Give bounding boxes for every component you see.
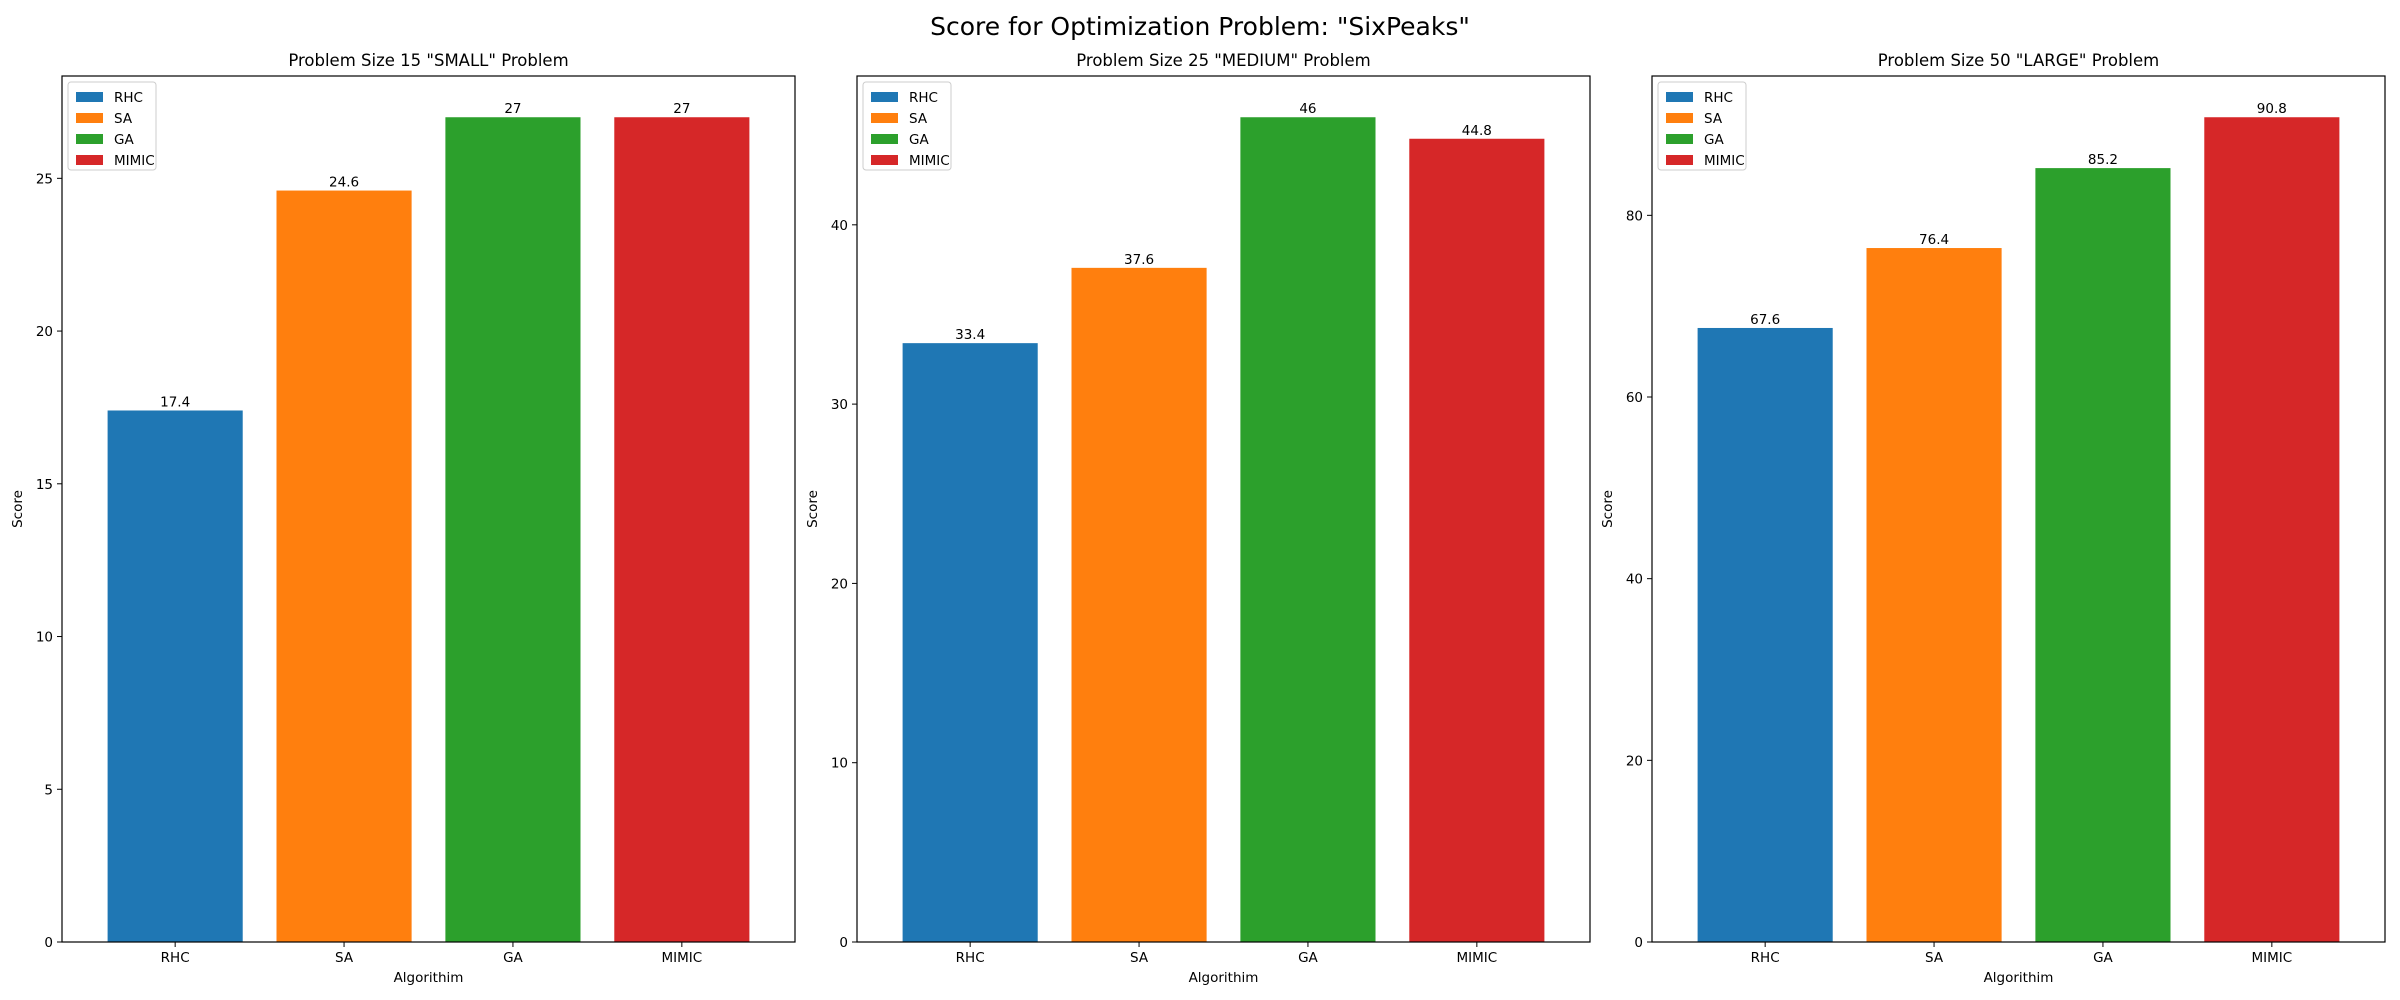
- data-label-sa: 76.4: [1919, 232, 1949, 248]
- legend-swatch-mimic: [1666, 155, 1693, 165]
- y-axis-label: Score: [805, 490, 821, 528]
- y-tick-label: 10: [831, 756, 848, 772]
- y-tick-label: 20: [1626, 753, 1643, 769]
- legend-swatch-rhc: [871, 92, 898, 102]
- legend-label-rhc: RHC: [909, 90, 938, 106]
- y-tick-label: 0: [44, 935, 53, 951]
- x-tick-label-rhc: RHC: [956, 950, 985, 966]
- data-label-rhc: 17.4: [160, 394, 190, 410]
- legend-box: [67, 81, 157, 171]
- chart-title-small: Problem Size 15 "SMALL" Problem: [288, 51, 568, 70]
- figure-title: Score for Optimization Problem: "SixPeak…: [930, 12, 1470, 41]
- data-label-ga: 27: [504, 101, 521, 117]
- x-tick-label-mimic: MIMIC: [1456, 950, 1497, 966]
- legend-label-sa: SA: [909, 111, 928, 127]
- x-tick-label-ga: GA: [1298, 950, 1318, 966]
- legend-swatch-sa: [76, 113, 103, 123]
- y-tick-label: 20: [831, 576, 848, 592]
- legend-box: [1657, 81, 1747, 171]
- y-tick-label: 15: [36, 477, 53, 493]
- chart-title-medium: Problem Size 25 "MEDIUM" Problem: [1076, 51, 1371, 70]
- legend-label-sa: SA: [1704, 111, 1723, 127]
- legend-swatch-rhc: [1666, 92, 1693, 102]
- x-axis-label: Algorithim: [394, 970, 464, 986]
- plot-frame: [1651, 75, 2386, 943]
- plot-frame: [856, 75, 1591, 943]
- data-label-sa: 37.6: [1124, 252, 1154, 268]
- bar-rhc: [902, 343, 1038, 943]
- y-tick-label: 0: [1634, 935, 1643, 951]
- bar-ga: [1240, 117, 1376, 942]
- legend-label-rhc: RHC: [1704, 90, 1733, 106]
- legend-swatch-sa: [1666, 113, 1693, 123]
- x-tick-label-rhc: RHC: [1751, 950, 1780, 966]
- y-tick-label: 40: [831, 218, 848, 234]
- legend-swatch-ga: [1666, 134, 1693, 144]
- chart-small: Problem Size 15 "SMALL" Problem 17.4 RHC 24…: [10, 51, 796, 986]
- y-tick-label: 30: [831, 397, 848, 413]
- bar-ga: [2035, 168, 2171, 942]
- plot-frame: [61, 75, 796, 943]
- legend-swatch-ga: [871, 134, 898, 144]
- y-axis-label: Score: [1600, 490, 1616, 528]
- x-tick-label-mimic: MIMIC: [661, 950, 702, 966]
- bar-mimic: [614, 117, 750, 942]
- legend-swatch-ga: [76, 134, 103, 144]
- legend-swatch-sa: [871, 113, 898, 123]
- data-label-mimic: 90.8: [2257, 101, 2287, 117]
- data-label-ga: 85.2: [2088, 152, 2118, 168]
- x-tick-label-mimic: MIMIC: [2251, 950, 2292, 966]
- x-tick-label-ga: GA: [2093, 950, 2113, 966]
- bar-rhc: [107, 410, 243, 942]
- x-tick-label-ga: GA: [503, 950, 523, 966]
- bar-sa: [1866, 248, 2002, 942]
- x-tick-label-rhc: RHC: [161, 950, 190, 966]
- data-label-mimic: 27: [673, 101, 690, 117]
- legend-label-ga: GA: [1704, 132, 1724, 148]
- x-tick-label-sa: SA: [1130, 950, 1149, 966]
- legend-label-ga: GA: [114, 132, 134, 148]
- bar-sa: [276, 190, 412, 942]
- y-tick-label: 5: [44, 782, 53, 798]
- data-label-rhc: 33.4: [955, 327, 985, 343]
- y-tick-label: 10: [36, 630, 53, 646]
- y-tick-label: 0: [839, 935, 848, 951]
- legend: RHC SA GA MIMIC: [862, 81, 952, 171]
- bar-rhc: [1697, 327, 1833, 942]
- y-tick-label: 20: [36, 324, 53, 340]
- x-axis-label: Algorithim: [1189, 970, 1259, 986]
- data-label-ga: 46: [1299, 101, 1316, 117]
- legend-swatch-rhc: [76, 92, 103, 102]
- legend: RHC SA GA MIMIC: [1657, 81, 1747, 171]
- bar-sa: [1071, 267, 1207, 942]
- chart-title-large: Problem Size 50 "LARGE" Problem: [1878, 51, 2159, 70]
- x-tick-label-sa: SA: [335, 950, 354, 966]
- x-tick-label-sa: SA: [1925, 950, 1944, 966]
- bar-mimic: [2204, 117, 2340, 942]
- legend-label-mimic: MIMIC: [909, 153, 950, 169]
- legend-box: [862, 81, 952, 171]
- legend-label-sa: SA: [114, 111, 133, 127]
- legend-swatch-mimic: [76, 155, 103, 165]
- y-tick-label: 25: [36, 171, 53, 187]
- x-axis-label: Algorithim: [1984, 970, 2054, 986]
- legend-label-rhc: RHC: [114, 90, 143, 106]
- legend: RHC SA GA MIMIC: [67, 81, 157, 171]
- bar-mimic: [1409, 138, 1545, 943]
- y-tick-label: 40: [1626, 572, 1643, 588]
- bar-ga: [445, 117, 581, 942]
- legend-label-mimic: MIMIC: [114, 153, 155, 169]
- legend-label-mimic: MIMIC: [1704, 153, 1745, 169]
- legend-swatch-mimic: [871, 155, 898, 165]
- legend-label-ga: GA: [909, 132, 929, 148]
- chart-medium: Problem Size 25 "MEDIUM" Problem 33.4 RHC 3…: [805, 51, 1591, 986]
- chart-large: Problem Size 50 "LARGE" Problem 67.6 RHC 76…: [1600, 51, 2386, 986]
- data-label-mimic: 44.8: [1462, 123, 1492, 139]
- data-label-rhc: 67.6: [1750, 312, 1780, 328]
- data-label-sa: 24.6: [329, 175, 359, 191]
- y-tick-label: 80: [1626, 208, 1643, 224]
- y-axis-label: Score: [10, 490, 26, 528]
- y-tick-label: 60: [1626, 390, 1643, 406]
